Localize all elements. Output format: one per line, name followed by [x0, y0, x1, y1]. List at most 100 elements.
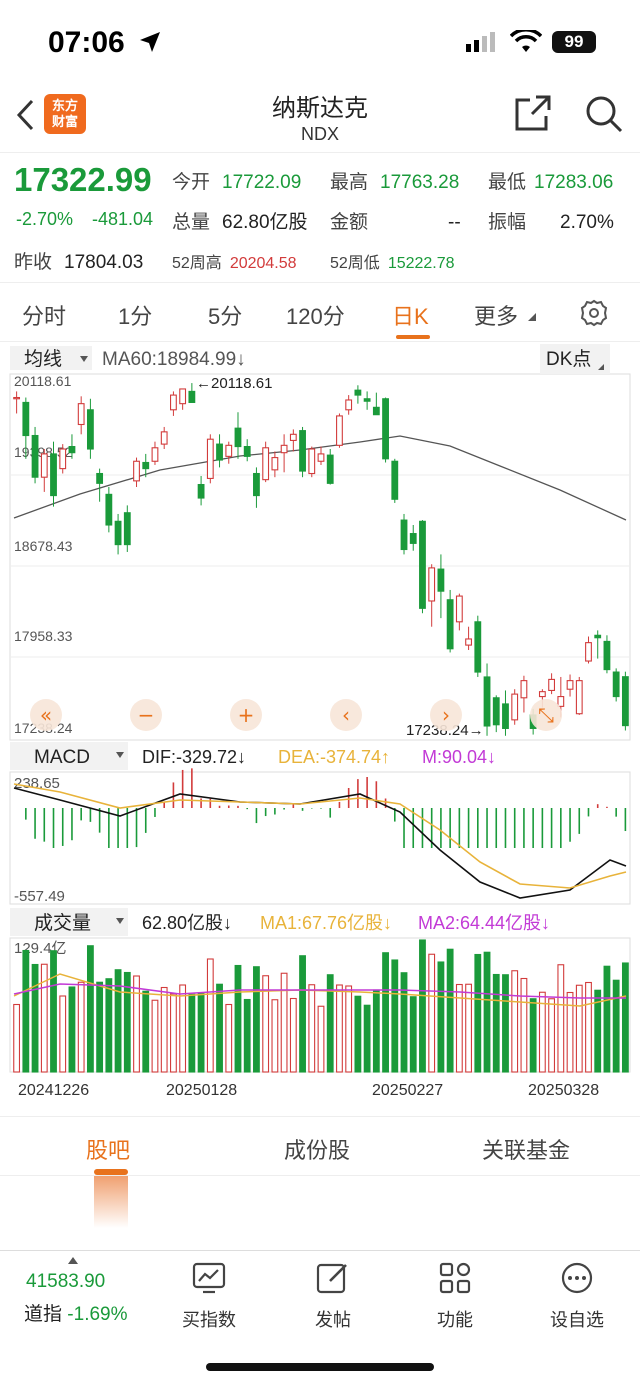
index-code: NDX — [300, 124, 339, 144]
zoom-out-button[interactable]: − — [130, 699, 162, 731]
zoom-in-button[interactable]: + — [230, 699, 262, 731]
functions-button[interactable]: 功能 — [410, 1261, 500, 1332]
tab-constituents[interactable]: 成份股 — [284, 1138, 351, 1163]
candle-body — [336, 415, 343, 446]
volume-stat: 总量 62.80亿股 — [172, 212, 308, 233]
change-percent: -2.70% — [16, 209, 74, 229]
status-bar: 07:06 99 — [0, 0, 640, 80]
tab-period-1min[interactable]: 1分 — [118, 304, 153, 329]
candle-body — [123, 512, 131, 546]
next-button[interactable]: › — [430, 699, 462, 731]
volume-bar — [538, 991, 546, 1073]
volume-bar — [151, 999, 159, 1073]
candle-body — [575, 680, 583, 715]
volume-bar — [86, 945, 94, 1073]
volume-bar — [317, 1005, 325, 1073]
candle-body — [299, 430, 306, 472]
volume-bar — [345, 985, 353, 1073]
settings-gear-icon[interactable] — [580, 299, 608, 327]
candle-body — [345, 399, 353, 411]
volume-bar — [114, 969, 122, 1073]
candle-body — [492, 697, 500, 726]
search-icon[interactable] — [584, 94, 624, 134]
volume-bar — [428, 953, 436, 1073]
control-glyph: « — [40, 703, 52, 727]
indicator-select-label: 均线 — [24, 348, 62, 370]
tab-period-120min[interactable]: 120分 — [286, 304, 345, 329]
candle-body — [483, 676, 491, 727]
macd-bottom-label: -557.49 — [14, 888, 65, 905]
header: 纳斯达克 NDX 东方 财富 — [0, 80, 640, 152]
tab-related-funds[interactable]: 关联基金 — [482, 1138, 571, 1163]
macd-top-label: 238.65 — [14, 775, 60, 792]
volume-bar — [142, 990, 150, 1073]
volume-bar — [372, 989, 380, 1073]
volume-bar — [354, 995, 362, 1073]
candle-body — [133, 460, 140, 482]
tab-period-5min[interactable]: 5分 — [208, 304, 243, 329]
price-tick-label: 18678.43 — [14, 538, 73, 554]
candle-body — [372, 406, 380, 416]
candle-body — [59, 448, 67, 470]
dow-index-label[interactable]: 道指 -1.69% — [24, 1304, 128, 1325]
active-tab-indicator — [94, 1169, 128, 1175]
dk-point-label: DK点 — [546, 348, 591, 370]
candle-body — [234, 427, 242, 448]
candle-body — [428, 567, 436, 602]
volume-bar — [253, 966, 260, 1073]
candle-body — [96, 472, 104, 484]
location-arrow-icon — [140, 32, 160, 52]
candle-body — [170, 394, 177, 411]
dow-index-value[interactable]: 41583.90 — [26, 1271, 106, 1292]
share-icon[interactable] — [514, 94, 552, 132]
volume-bar — [50, 950, 57, 1073]
candle-body — [538, 691, 546, 698]
volume-bar — [621, 962, 629, 1073]
candle-body — [40, 453, 48, 478]
volume-bar — [160, 986, 168, 1073]
candle-body — [326, 454, 334, 484]
volume-bar — [391, 959, 399, 1073]
volume-bar — [585, 981, 592, 1073]
volume-bar — [566, 991, 574, 1073]
scroll-left-button[interactable]: « — [30, 699, 62, 731]
candle-body — [271, 457, 279, 471]
volume-bar — [96, 981, 104, 1073]
dropdown-icon — [116, 752, 124, 758]
volume-bar — [400, 972, 408, 1073]
post-button[interactable]: 发帖 — [288, 1261, 378, 1332]
candle-body — [31, 434, 39, 478]
buy-index-button[interactable]: 买指数 — [164, 1261, 254, 1332]
candle-body — [105, 493, 113, 526]
tab-period-intraday[interactable]: 分时 — [22, 304, 67, 329]
expand-button[interactable]: ⤡ — [530, 699, 562, 731]
tab-period-more[interactable]: 更多 — [474, 304, 519, 329]
volume-bar — [557, 964, 565, 1073]
back-icon[interactable] — [14, 98, 38, 132]
kline-chart[interactable]: 均线 MA60:18984.99↓ DK点 20118.61 19398.52 18678… — [0, 342, 640, 1116]
candle-body — [566, 680, 574, 690]
candle-body — [114, 520, 122, 546]
control-circle — [130, 699, 162, 731]
date-axis-label: 20250227 — [372, 1082, 443, 1099]
date-axis-label: 20250328 — [528, 1082, 599, 1099]
battery-icon: 99 — [552, 31, 596, 53]
volume-bar — [123, 971, 131, 1073]
dk-point-button — [540, 344, 610, 374]
volume-bar — [216, 983, 223, 1073]
candle-body — [548, 678, 556, 691]
prev-button[interactable]: ‹ — [330, 699, 362, 731]
status-time: 07:06 — [48, 26, 125, 59]
volume-bar — [612, 979, 620, 1073]
control-glyph: ‹ — [342, 703, 350, 727]
date-axis-label: 20250128 — [166, 1082, 237, 1099]
volume-bar — [68, 986, 76, 1073]
tab-period-daily[interactable]: 日K — [392, 304, 429, 329]
tab-guba[interactable]: 股吧 — [86, 1138, 131, 1163]
volume-bar — [308, 984, 316, 1073]
dropdown-icon — [116, 918, 124, 924]
add-watchlist-button[interactable]: 设自选 — [532, 1261, 622, 1332]
volume-bar — [603, 965, 611, 1073]
wifi-icon — [510, 30, 542, 52]
volume-bar — [520, 977, 528, 1073]
